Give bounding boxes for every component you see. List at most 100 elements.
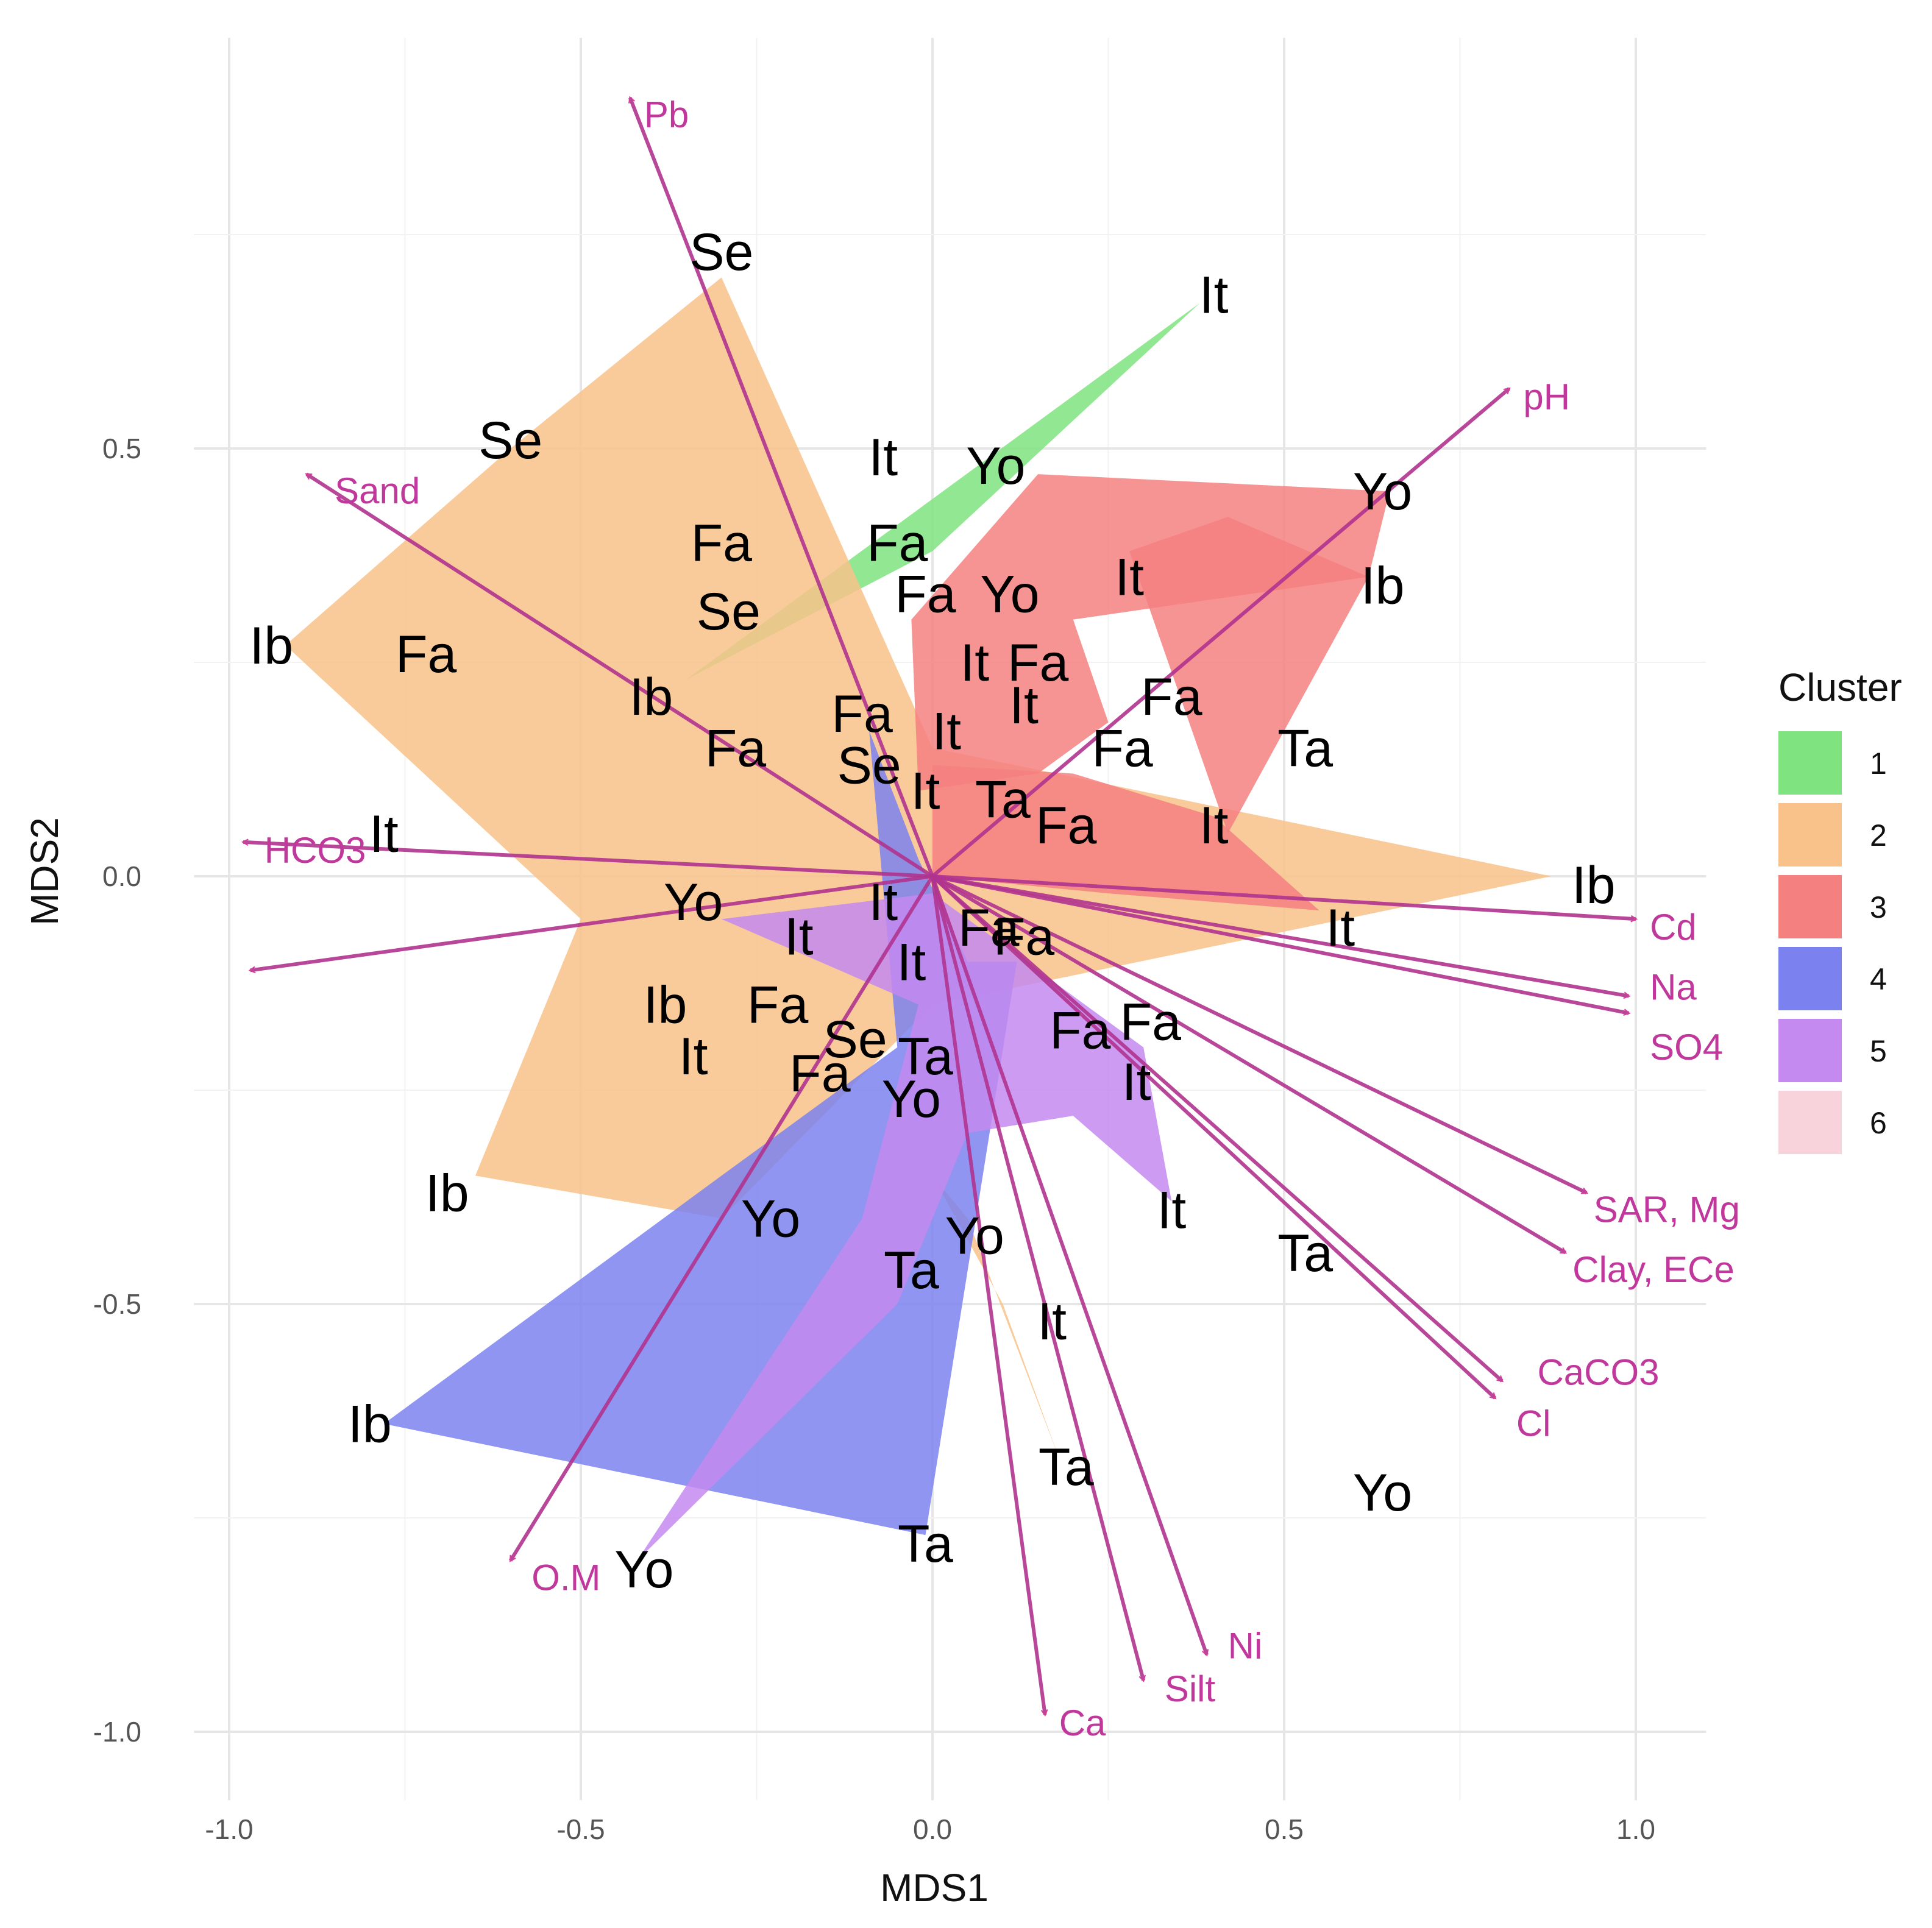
site-label-se: Se (697, 583, 761, 641)
legend-label-4: 4 (1870, 962, 1887, 996)
vector-label-ca: Ca (1059, 1703, 1106, 1743)
site-label-ta: Ta (898, 1515, 953, 1573)
site-label-fa: Fa (867, 514, 928, 572)
legend-label-5: 5 (1870, 1034, 1887, 1068)
site-label-it: It (1326, 899, 1355, 957)
vector-unlabeled (250, 874, 933, 970)
site-label-yo: Yo (882, 1070, 941, 1129)
site-label-it: It (1122, 1053, 1151, 1111)
site-label-it: It (897, 933, 926, 991)
vector-caco3 (931, 874, 1502, 1383)
site-label-se: Se (689, 223, 753, 282)
site-label-fa: Fa (1092, 719, 1153, 778)
site-label-fa: Fa (1007, 634, 1069, 692)
site-label-fa: Fa (895, 565, 956, 624)
site-label-yo: Yo (741, 1190, 800, 1249)
vector-label-ni: Ni (1228, 1626, 1263, 1667)
legend-swatch-4 (1778, 947, 1842, 1010)
x-tick-label: 1.0 (1616, 1813, 1655, 1845)
site-label-fa: Fa (993, 907, 1055, 966)
site-label-fa: Fa (1035, 796, 1097, 855)
y-tick-label: -0.5 (93, 1288, 141, 1320)
site-label-ib: Ib (644, 976, 687, 1035)
site-label-fa: Fa (396, 625, 457, 684)
vector-label-cl: Cl (1516, 1403, 1551, 1444)
site-label-fa: Fa (1141, 668, 1202, 726)
site-label-fa: Fa (705, 719, 767, 778)
site-label-yo: Yo (1353, 1464, 1412, 1522)
site-label-yo: Yo (1353, 463, 1412, 521)
vector-label-sar-mg: SAR, Mg (1594, 1189, 1740, 1230)
legend-swatch-3 (1778, 875, 1842, 938)
legend-swatch-2 (1778, 803, 1842, 867)
x-tick-label: 0.5 (1265, 1813, 1304, 1845)
site-label-fa: Fa (831, 685, 893, 743)
site-label-fa: Fa (747, 976, 809, 1035)
y-tick-label: 0.0 (102, 860, 141, 892)
vector-label-na: Na (1650, 967, 1697, 1008)
site-label-se: Se (478, 411, 542, 470)
site-label-yo: Yo (980, 565, 1039, 624)
site-label-se: Se (823, 1010, 887, 1069)
vector-label-cd: Cd (1650, 907, 1697, 948)
x-tick-label: -1.0 (205, 1813, 253, 1845)
site-label-fa: Fa (1120, 993, 1182, 1052)
site-label-se: Se (837, 736, 901, 795)
cluster-1-hull (686, 303, 1200, 680)
legend-label-3: 3 (1870, 890, 1887, 924)
vector-label-o-m: O.M (531, 1557, 600, 1598)
site-label-it: It (1199, 796, 1229, 855)
cluster-hulls (285, 277, 1552, 1561)
site-label-yo: Yo (664, 873, 723, 932)
cluster-3-hull (1129, 517, 1369, 834)
site-label-it: It (679, 1027, 708, 1086)
site-label-it: It (911, 762, 940, 821)
vector-label-sand: Sand (335, 470, 420, 511)
site-label-ta: Ta (1277, 1224, 1333, 1283)
legend-label-1: 1 (1870, 746, 1887, 781)
vector-label-caco3: CaCO3 (1537, 1352, 1659, 1392)
site-label-it: It (868, 873, 898, 932)
site-label-it: It (1115, 548, 1144, 607)
vector-pb (628, 97, 934, 877)
vector-label-hco3: HCO3 (265, 830, 366, 871)
site-label-it: It (1009, 676, 1039, 735)
site-label-ib: Ib (249, 617, 293, 675)
legend-swatch-1 (1778, 731, 1842, 795)
site-label-yo: Yo (945, 1207, 1004, 1266)
site-label-ta: Ta (1039, 1438, 1094, 1497)
site-label-yo: Yo (966, 437, 1025, 495)
vector-label-so4: SO4 (1650, 1027, 1723, 1068)
x-tick-label: 0.0 (913, 1813, 952, 1845)
site-label-fa: Fa (1049, 1002, 1111, 1060)
vector-label-clay-ece: Clay, ECe (1572, 1249, 1735, 1290)
site-label-it: It (1157, 1182, 1186, 1240)
x-tick-label: -0.5 (556, 1813, 605, 1845)
site-label-ib: Ib (348, 1395, 392, 1454)
x-axis-title: MDS1 (880, 1866, 989, 1910)
site-label-fa: Fa (958, 899, 1020, 957)
axis-ticks: -1.0 -0.5 0.0 0.5 1.0 0.5 0.0 -0.5 -1.0 (93, 433, 1655, 1845)
site-label-it: It (868, 428, 898, 487)
cluster-3-hull (932, 765, 1319, 911)
site-label-it: It (1199, 266, 1229, 324)
vector-hco3 (243, 842, 933, 878)
site-label-fa: Fa (789, 1044, 851, 1103)
vector-ni (931, 876, 1207, 1655)
vector-silt (931, 876, 1143, 1681)
vector-ph (931, 387, 1509, 878)
site-label-it: It (784, 907, 814, 966)
legend-swatch-6 (1778, 1091, 1842, 1154)
site-label-it: It (960, 634, 989, 692)
vector-sand (307, 472, 934, 878)
legend-label-2: 2 (1870, 818, 1887, 852)
site-label-ta: Ta (898, 1027, 953, 1086)
vector-na (932, 874, 1628, 996)
legend-label-6: 6 (1870, 1106, 1887, 1140)
site-label-ib: Ib (425, 1164, 469, 1222)
site-label-ta: Ta (884, 1241, 939, 1300)
site-label-ib: Ib (1361, 557, 1405, 615)
site-label-it: It (932, 702, 961, 760)
